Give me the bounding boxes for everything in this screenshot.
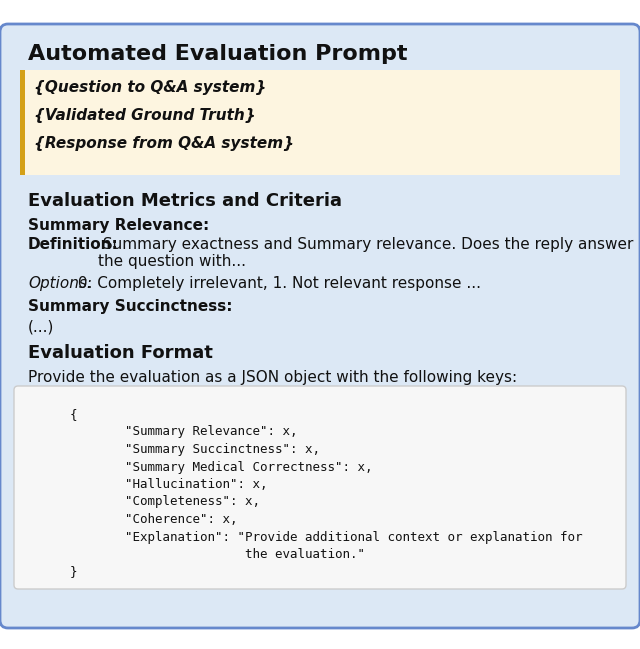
Text: Automated Evaluation Prompt: Automated Evaluation Prompt	[28, 44, 408, 64]
Text: "Completeness": x,: "Completeness": x,	[95, 495, 260, 509]
Text: Options:: Options:	[28, 276, 92, 291]
Text: "Coherence": x,: "Coherence": x,	[95, 513, 237, 526]
Text: Evaluation Metrics and Criteria: Evaluation Metrics and Criteria	[28, 192, 342, 210]
Text: {Response from Q&A system}: {Response from Q&A system}	[34, 136, 294, 151]
Text: Summary Relevance:: Summary Relevance:	[28, 218, 209, 233]
Bar	[20, 70, 25, 175]
Text: "Summary Succinctness": x,: "Summary Succinctness": x,	[95, 443, 320, 456]
Text: Evaluation Format: Evaluation Format	[28, 344, 213, 362]
FancyBboxPatch shape	[14, 386, 626, 589]
Text: {: {	[70, 408, 77, 421]
Text: Provide the evaluation as a JSON object with the following keys:: Provide the evaluation as a JSON object …	[28, 370, 517, 385]
FancyBboxPatch shape	[20, 70, 620, 175]
Text: "Hallucination": x,: "Hallucination": x,	[95, 478, 268, 491]
Text: Summary Succinctness:: Summary Succinctness:	[28, 299, 232, 314]
Text: }: }	[70, 565, 77, 578]
Text: "Summary Relevance": x,: "Summary Relevance": x,	[95, 426, 298, 439]
Text: {Validated Ground Truth}: {Validated Ground Truth}	[34, 108, 255, 123]
Text: (...): (...)	[28, 320, 54, 335]
Text: {Question to Q&A system}: {Question to Q&A system}	[34, 80, 266, 95]
Text: Summary exactness and Summary relevance. Does the reply answer
the question with: Summary exactness and Summary relevance.…	[98, 237, 634, 269]
Text: the evaluation.": the evaluation."	[95, 548, 365, 561]
Text: "Summary Medical Correctness": x,: "Summary Medical Correctness": x,	[95, 461, 372, 474]
Text: Definition:: Definition:	[28, 237, 119, 252]
Text: "Explanation": "Provide additional context or explanation for: "Explanation": "Provide additional conte…	[95, 530, 582, 543]
Text: 0. Completely irrelevant, 1. Not relevant response ...: 0. Completely irrelevant, 1. Not relevan…	[73, 276, 481, 291]
FancyBboxPatch shape	[0, 24, 640, 628]
